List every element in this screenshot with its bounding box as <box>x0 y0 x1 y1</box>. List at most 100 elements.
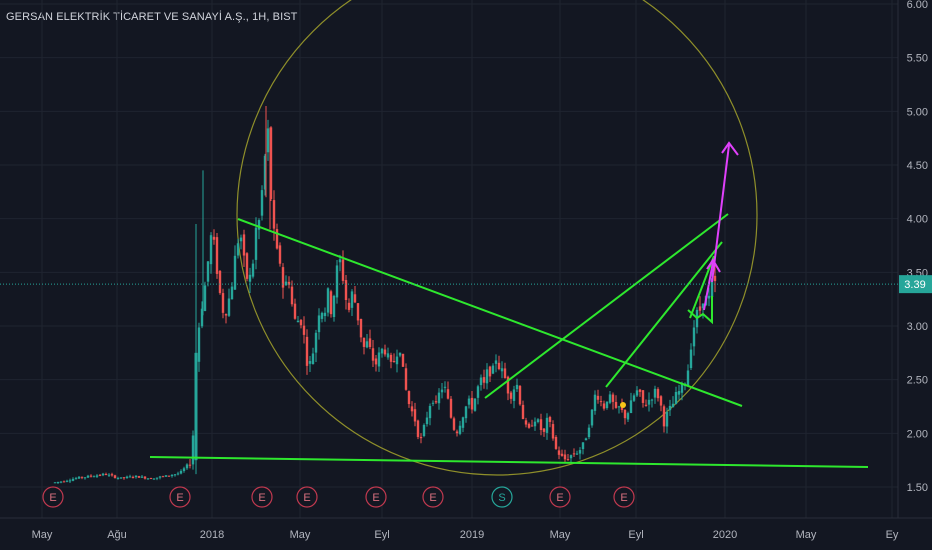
candle-body <box>206 261 210 282</box>
earnings-marker[interactable]: E <box>549 486 571 508</box>
candle-body <box>674 391 678 404</box>
candle-body <box>623 409 627 419</box>
candle-body <box>671 403 675 408</box>
candle-body <box>350 291 354 308</box>
candle-body <box>659 396 663 406</box>
candle-body <box>89 475 93 477</box>
candle-body <box>479 377 483 386</box>
earnings-marker[interactable]: E <box>365 486 387 508</box>
candle-body <box>524 420 528 425</box>
candle-body <box>140 476 144 478</box>
candle-body <box>176 473 180 475</box>
candle-body <box>656 389 660 399</box>
candle-body <box>626 413 630 420</box>
candle-body <box>188 464 192 466</box>
candle-body <box>335 265 339 298</box>
event-circle <box>42 486 64 508</box>
candle-body <box>647 399 651 405</box>
candle-body <box>392 361 396 363</box>
candle-body <box>440 389 444 393</box>
candle-body <box>332 295 336 317</box>
candle-body <box>137 476 141 478</box>
candle-body <box>629 400 633 414</box>
candle-body <box>227 298 231 316</box>
candle-body <box>356 303 360 321</box>
candle-body <box>410 406 414 412</box>
candle-body <box>230 286 234 300</box>
y-tick-label: 5.50 <box>907 53 928 65</box>
candle-body <box>584 438 588 441</box>
earnings-marker[interactable]: E <box>422 486 444 508</box>
event-label: E <box>556 492 563 504</box>
candle-body <box>638 389 642 392</box>
candle-body <box>62 481 66 483</box>
candle-body <box>290 286 294 305</box>
x-tick-label: 2019 <box>460 529 484 541</box>
candle-body <box>614 402 618 408</box>
candle-body <box>710 278 714 298</box>
earnings-marker[interactable]: E <box>613 486 635 508</box>
last-price-label: 3.39 <box>904 279 925 291</box>
candle-body <box>692 327 696 347</box>
x-tick-label: 2020 <box>713 529 737 541</box>
y-tick-label: 4.50 <box>907 160 928 172</box>
candle-body <box>707 295 711 299</box>
earnings-marker[interactable]: E <box>169 486 191 508</box>
candle-body <box>209 235 213 265</box>
candle-body <box>602 403 606 409</box>
candle-body <box>338 259 342 263</box>
candle-body <box>257 220 261 230</box>
candle-body <box>92 476 96 478</box>
candle-body <box>539 419 543 430</box>
candle-body <box>416 420 420 437</box>
candle-body <box>173 474 177 476</box>
candle-body <box>266 128 270 153</box>
candle-body <box>371 348 375 361</box>
split-marker[interactable]: S <box>491 486 513 508</box>
candle-body <box>482 377 486 383</box>
candle-body <box>485 369 489 384</box>
candle-body <box>575 453 579 455</box>
target-arrow-head <box>721 141 739 156</box>
event-circle <box>365 486 387 508</box>
candle-body <box>224 314 228 316</box>
candle-body <box>662 406 666 427</box>
candle-body <box>701 303 705 309</box>
earnings-marker[interactable]: E <box>251 486 273 508</box>
candle-body <box>500 368 504 372</box>
candle-body <box>86 475 90 478</box>
candle-body <box>530 425 534 427</box>
candle-body <box>377 352 381 367</box>
candle-body <box>305 336 309 366</box>
candle-body <box>251 263 255 277</box>
candle-body <box>299 319 303 326</box>
candle-body <box>287 281 291 285</box>
candle-body <box>155 477 159 479</box>
candle-body <box>320 312 324 319</box>
candle-body <box>269 127 273 200</box>
candle-body <box>203 285 207 311</box>
y-tick-label: 6.00 <box>907 0 928 11</box>
candle-body <box>713 275 717 282</box>
candle-body <box>488 366 492 377</box>
earnings-marker[interactable]: E <box>296 486 318 508</box>
candle-body <box>125 476 129 479</box>
candle-body <box>590 409 594 426</box>
candle-body <box>668 405 672 411</box>
candle-body <box>464 406 468 419</box>
candle-body <box>344 280 348 301</box>
candle-body <box>644 404 648 406</box>
candle-body <box>308 361 312 364</box>
candle-body <box>149 478 153 480</box>
candle-body <box>509 392 513 399</box>
candle-body <box>164 475 168 477</box>
candle-body <box>593 394 597 411</box>
candle-body <box>497 362 501 370</box>
candle-body <box>380 348 384 354</box>
earnings-marker[interactable]: E <box>42 486 64 508</box>
event-label: E <box>620 492 627 504</box>
y-tick-label: 2.50 <box>907 375 928 387</box>
chart-title: GERSAN ELEKTRİK TİCARET VE SANAYİ A.Ş., … <box>6 11 298 23</box>
